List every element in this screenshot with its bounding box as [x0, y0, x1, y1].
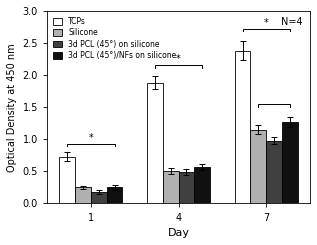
Y-axis label: Optical Density at 450 nm: Optical Density at 450 nm	[7, 43, 17, 171]
X-axis label: Day: Day	[168, 228, 190, 238]
Bar	[75, 187, 91, 203]
Bar	[59, 157, 75, 203]
Bar	[194, 167, 210, 203]
Text: *: *	[264, 18, 268, 28]
Bar	[282, 122, 298, 203]
Bar	[235, 51, 250, 203]
Bar	[163, 171, 178, 203]
Bar	[250, 130, 266, 203]
Bar	[266, 141, 282, 203]
Bar	[178, 172, 194, 203]
Bar	[107, 187, 122, 203]
Text: N=4: N=4	[281, 17, 302, 27]
Bar	[147, 83, 163, 203]
Text: *: *	[176, 54, 181, 64]
Legend: TCPs, Silicone, 3d PCL (45°) on silicone, 3d PCL (45°)/NFs on silicone: TCPs, Silicone, 3d PCL (45°) on silicone…	[51, 15, 179, 62]
Text: *: *	[88, 133, 93, 143]
Bar	[91, 192, 107, 203]
